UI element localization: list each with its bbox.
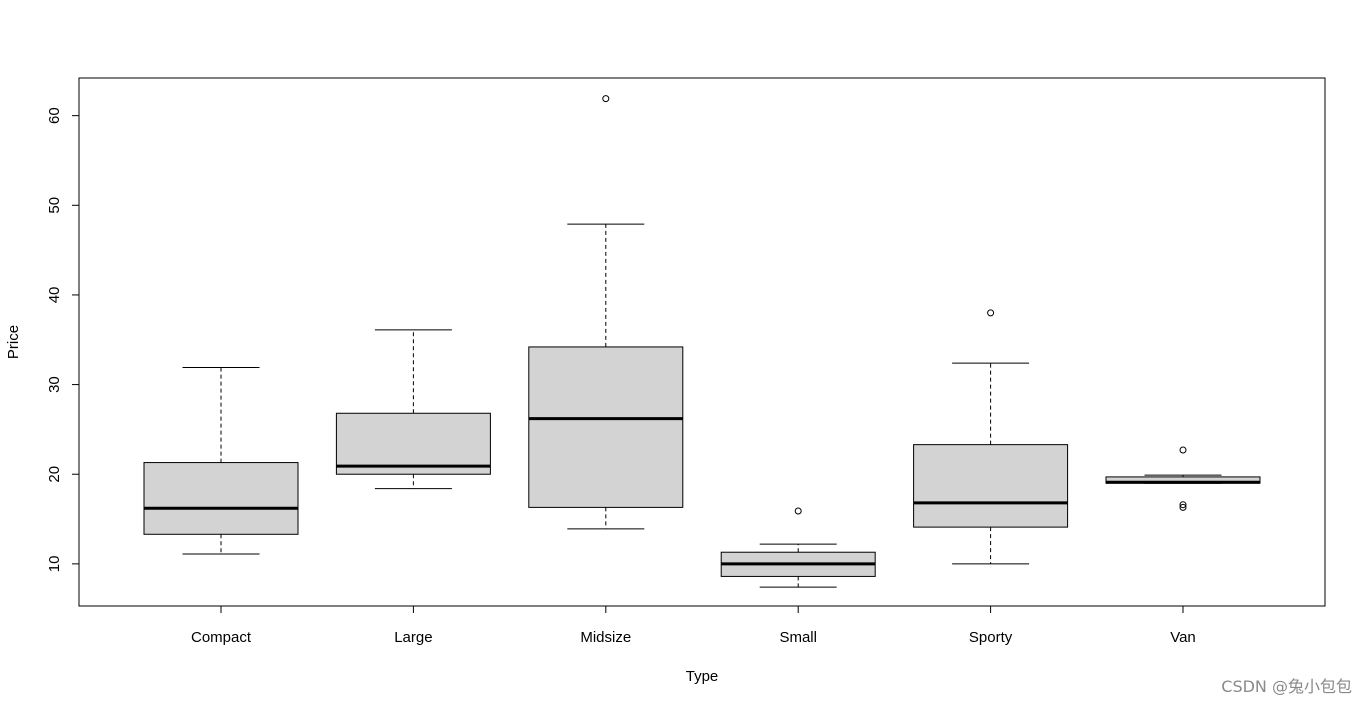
iqr-box — [913, 444, 1069, 528]
box-group-small — [720, 507, 876, 588]
y-tick-label: 20 — [46, 466, 63, 483]
box-group-van — [1105, 446, 1261, 511]
outlier-point — [1179, 446, 1187, 454]
y-tick-label: 10 — [46, 556, 63, 573]
outlier-point — [1179, 501, 1187, 509]
box-group-large — [335, 329, 491, 490]
y-tick-label: 50 — [46, 197, 63, 214]
boxes-layer — [143, 95, 1261, 588]
outlier-point — [987, 309, 995, 317]
iqr-box — [143, 462, 299, 535]
box-group-sporty — [913, 309, 1069, 565]
x-tick-label: Small — [779, 629, 817, 646]
box-group-midsize — [528, 95, 684, 530]
y-tick-label: 30 — [46, 376, 63, 393]
x-axis-title: Type — [686, 668, 719, 685]
box-group-compact — [143, 367, 299, 555]
y-tick-label: 60 — [46, 107, 63, 124]
x-tick-label: Van — [1170, 629, 1196, 646]
x-tick-label: Compact — [191, 629, 252, 646]
outlier-point — [1179, 503, 1187, 511]
iqr-box — [528, 346, 684, 508]
x-tick-label: Midsize — [580, 629, 631, 646]
x-tick-label: Large — [394, 629, 432, 646]
watermark-text: CSDN @兔小包包 — [1221, 677, 1352, 696]
x-axis: Compact Large Midsize Small Sporty Van — [191, 605, 1196, 646]
outlier-point — [602, 95, 610, 103]
y-axis: 10 20 30 40 50 60 — [46, 107, 80, 573]
outlier-point — [794, 507, 802, 515]
y-tick-label: 40 — [46, 287, 63, 304]
y-axis-title: Price — [5, 325, 22, 359]
iqr-box — [335, 412, 491, 475]
x-tick-label: Sporty — [969, 629, 1013, 646]
